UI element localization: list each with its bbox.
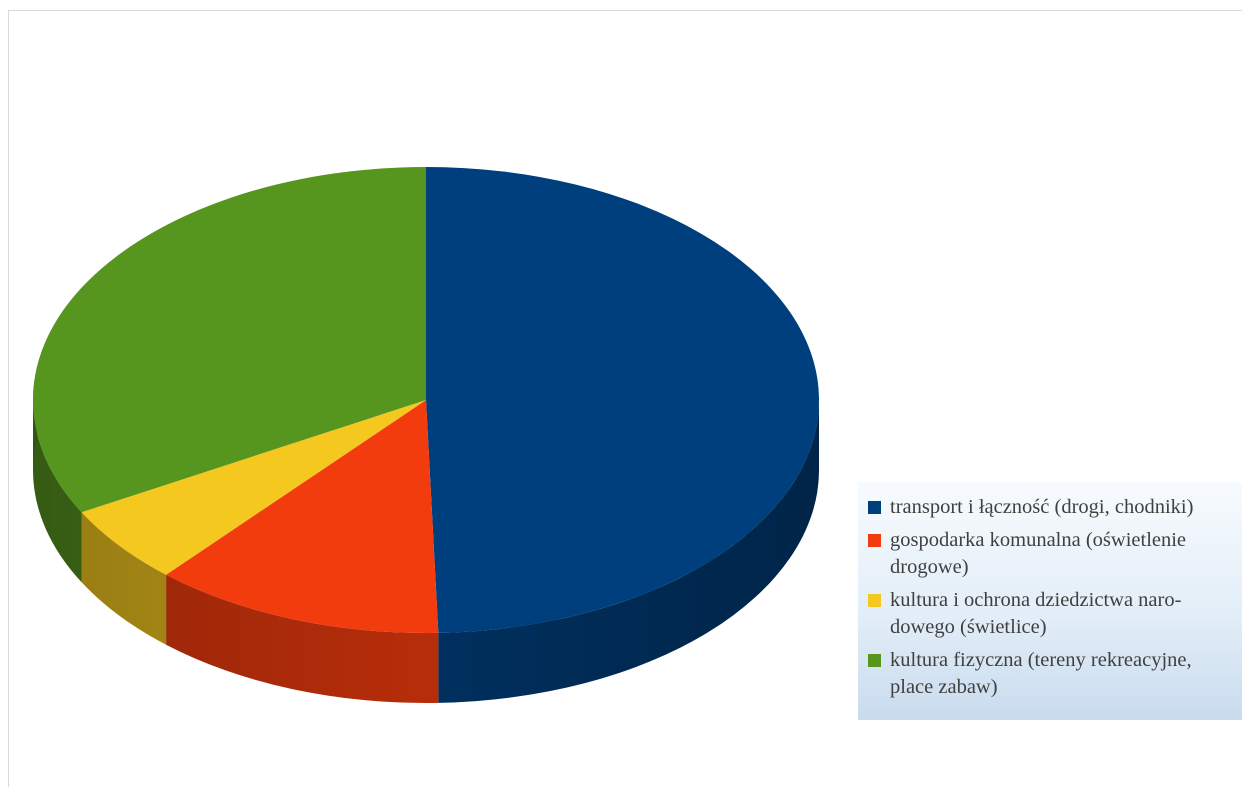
pie-slice-1-top bbox=[426, 167, 819, 633]
legend-label-gospodarka-line-1: gospodarka komunalna (oświetlenie bbox=[890, 529, 1187, 551]
legend-label-transport-line-1: transport i łączność (drogi, chodniki) bbox=[890, 496, 1194, 518]
legend-label-kultura-dziedzictwo-line-1: kultura i ochrona dziedzictwa naro- bbox=[890, 589, 1182, 611]
legend-label-kultura-fizyczna-line-1: kultura fizyczna (tereny rekreacyjne, bbox=[890, 649, 1192, 671]
legend-label-kultura-dziedzictwo-line-2: dowego (świetlice) bbox=[890, 616, 1047, 638]
legend: transport i łączność (drogi, chodniki) g… bbox=[858, 482, 1242, 720]
legend-swatch-transport bbox=[868, 501, 881, 514]
pie-slice-3-top bbox=[81, 400, 426, 575]
legend-item-transport: transport i łączność (drogi, chodniki) bbox=[868, 494, 1242, 521]
legend-swatch-kultura-fizyczna bbox=[868, 654, 881, 667]
pie-side-shading bbox=[33, 400, 819, 703]
pie-slice-2-top bbox=[166, 400, 439, 633]
legend-item-kultura-fizyczna: kultura fizyczna (tereny rekreacyjne, pl… bbox=[868, 647, 1242, 701]
pie-tops bbox=[33, 167, 819, 633]
legend-swatch-gospodarka bbox=[868, 534, 881, 547]
legend-item-gospodarka: gospodarka komunalna (oświetlenie drogow… bbox=[868, 527, 1242, 581]
legend-swatch-kultura-dziedzictwo bbox=[868, 594, 881, 607]
legend-label-kultura-fizyczna-line-2: place zabaw) bbox=[890, 676, 998, 698]
chart-frame bbox=[8, 10, 1242, 787]
legend-label-gospodarka-line-2: drogowe) bbox=[890, 556, 969, 578]
legend-item-kultura-dziedzictwo: kultura i ochrona dziedzictwa naro- dowe… bbox=[868, 587, 1242, 641]
pie-slice-4-top bbox=[33, 167, 427, 513]
